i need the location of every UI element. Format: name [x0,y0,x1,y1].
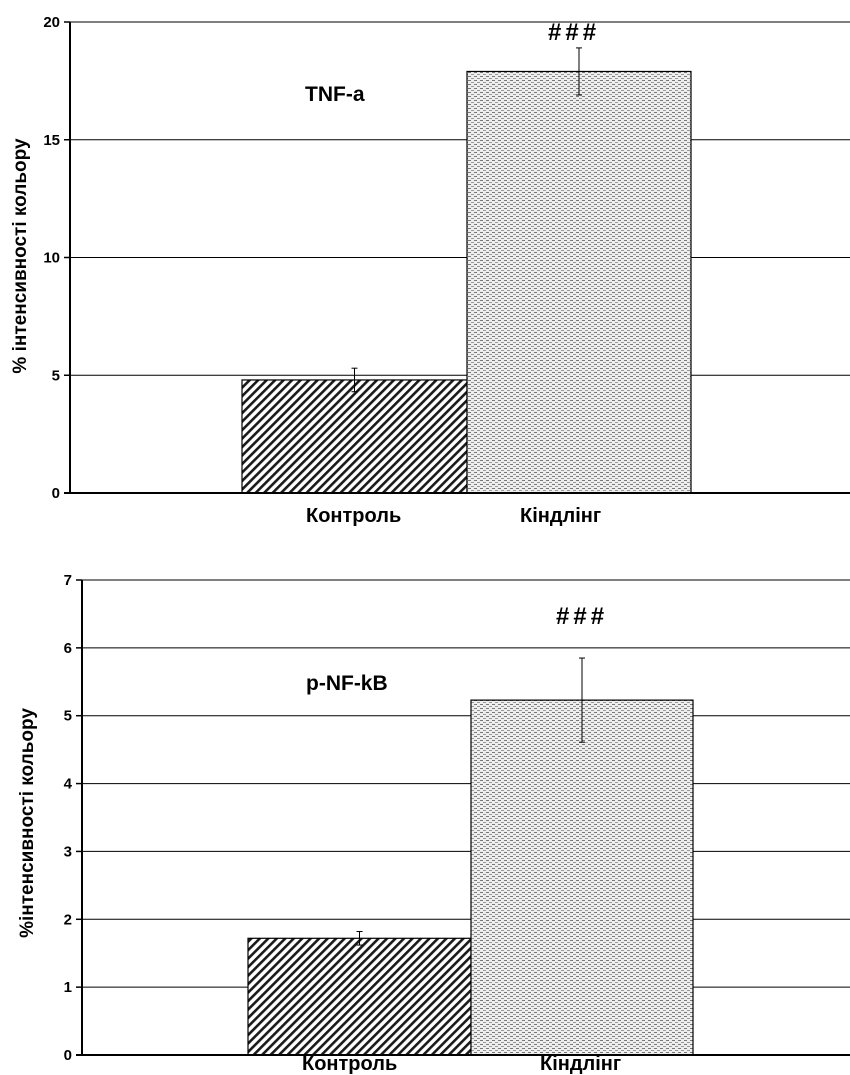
category-label-kindling: Кіндлінг [540,1053,621,1075]
category-label-control: Контроль [302,1053,397,1075]
chart-tnf-a-svg: 0 5 10 15 20 % інтенсивності кольору TNF-a #… [10,14,850,527]
marker-label: p-NF-kB [306,672,388,695]
y-tick-label: 15 [43,132,60,149]
y-tick-label: 5 [52,367,60,384]
significance-label: ### [548,19,600,46]
y-tick-label: 10 [43,250,60,267]
y-axis-label: % інтенсивності кольору [10,138,31,374]
y-tick-label: 3 [64,843,72,860]
marker-label: TNF-a [305,83,365,106]
y-tick-label: 0 [52,485,60,502]
significance-label: ### [556,603,608,630]
y-tick-label: 0 [64,1047,72,1064]
bar-kindling [466,70,692,494]
y-tick-label: 2 [64,911,72,928]
category-label-kindling: Кіндлінг [520,505,601,527]
y-tick-label: 6 [64,640,72,657]
bar-control [241,379,468,494]
y-axis-label: %інтенсивності кольору [17,708,38,938]
y-tick-label: 20 [43,14,60,31]
bar-kindling [470,699,694,1056]
y-tick-label: 7 [64,572,72,589]
chart-tnf-a: 0 5 10 15 20 % інтенсивності кольору TNF-a #… [0,0,850,530]
bar-control [247,937,472,1056]
y-tick-label: 5 [64,708,72,725]
y-tick-label: 1 [64,979,72,996]
y-tick-label: 4 [64,776,73,793]
category-label-control: Контроль [306,505,401,527]
